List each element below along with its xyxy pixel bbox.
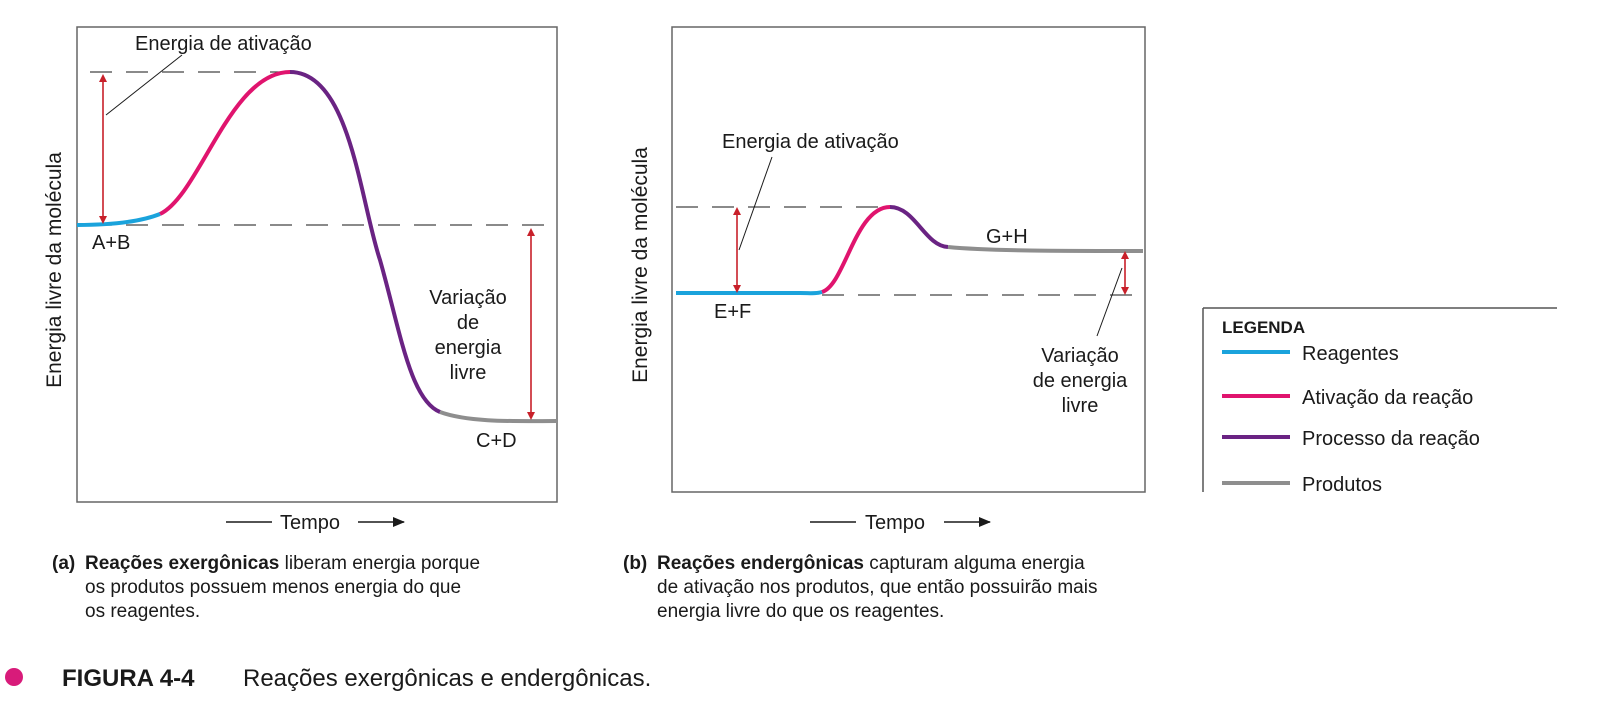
figure-title-text: Reações exergônicas e endergônicas. bbox=[243, 665, 651, 692]
panel-a-activation-leader bbox=[105, 54, 183, 116]
caption-b-line-2: de ativação nos produtos, que então poss… bbox=[657, 577, 1097, 598]
caption-b: (b) Reações endergônicas capturam alguma… bbox=[623, 553, 1097, 622]
panel-a-frame bbox=[76, 26, 558, 503]
panel-a-y-axis-label: Energia livre da molécula bbox=[43, 152, 66, 388]
legend: LEGENDA Reagentes Ativação da reação Pro… bbox=[1202, 307, 1557, 496]
figure-number: FIGURA 4-4 bbox=[62, 665, 195, 692]
panel-a-curve-produtos bbox=[439, 410, 558, 424]
caption-a-text: liberam energia porque bbox=[285, 553, 480, 574]
panel-a-delta-label-2: de bbox=[457, 312, 479, 334]
panel-b-activation-leader bbox=[738, 156, 773, 251]
legend-item-ativacao: Ativação da reação bbox=[1302, 387, 1473, 409]
panel-b-curve-reagentes bbox=[676, 290, 823, 296]
panel-a-exergonic: Energia de ativação A+B C+D Variação de … bbox=[43, 26, 558, 534]
panel-b-x-axis-label: Tempo bbox=[865, 512, 925, 534]
panel-b-delta-label-3: livre bbox=[1062, 395, 1099, 417]
panel-b-delta-leader bbox=[1096, 267, 1123, 337]
panel-a-activation-label: Energia de ativação bbox=[135, 33, 312, 55]
panel-a-reactants-label: A+B bbox=[92, 232, 130, 254]
caption-b-tag: (b) bbox=[623, 553, 647, 574]
caption-b-line-1: Reações endergônicas capturam alguma ene… bbox=[657, 553, 1085, 574]
caption-a: (a) Reações exergônicas liberam energia … bbox=[52, 553, 480, 622]
caption-a-line-3: os reagentes. bbox=[85, 601, 200, 622]
panel-b-activation-label: Energia de ativação bbox=[722, 131, 899, 153]
legend-item-processo: Processo da reação bbox=[1302, 428, 1480, 450]
panel-a-curve-processo bbox=[289, 70, 441, 414]
panel-b-delta-label-1: Variação bbox=[1041, 345, 1118, 367]
panel-a-delta-label-4: livre bbox=[450, 362, 487, 384]
caption-a-line-1: Reações exergônicas liberam energia porq… bbox=[85, 553, 480, 574]
panel-a-curve-ativacao bbox=[159, 70, 291, 216]
panel-a-delta-label-3: energia bbox=[435, 337, 503, 359]
panel-b-frame bbox=[671, 26, 1146, 493]
panel-b-endergonic: Energia de ativação E+F G+H Variação de … bbox=[629, 26, 1146, 534]
caption-b-bold: Reações endergônicas bbox=[657, 553, 864, 574]
caption-b-line-3: energia livre do que os reagentes. bbox=[657, 601, 944, 622]
panel-a-curve-reagentes bbox=[76, 212, 161, 227]
panel-b-curve-ativacao bbox=[821, 205, 891, 294]
legend-item-reagentes: Reagentes bbox=[1302, 343, 1399, 365]
panel-b-curve-produtos bbox=[947, 245, 1144, 253]
panel-a-products-label: C+D bbox=[476, 430, 517, 452]
panel-a-delta-label-1: Variação bbox=[429, 287, 506, 309]
panel-b-curve-processo bbox=[889, 205, 949, 249]
caption-b-text: capturam alguma energia bbox=[869, 553, 1085, 574]
legend-title: LEGENDA bbox=[1222, 318, 1305, 337]
caption-a-line-2: os produtos possuem menos energia do que bbox=[85, 577, 461, 598]
panel-b-y-axis-label: Energia livre da molécula bbox=[629, 147, 652, 383]
figure-title: FIGURA 4-4 Reações exergônicas e endergô… bbox=[5, 665, 651, 692]
panel-b-products-label: G+H bbox=[986, 226, 1028, 248]
panel-b-delta-label-2: de energia bbox=[1033, 370, 1128, 392]
panel-a-x-axis-label: Tempo bbox=[280, 512, 340, 534]
caption-a-tag: (a) bbox=[52, 553, 75, 574]
legend-item-produtos: Produtos bbox=[1302, 474, 1382, 496]
caption-a-bold: Reações exergônicas bbox=[85, 553, 279, 574]
panel-b-reactants-label: E+F bbox=[714, 301, 751, 323]
figure-bullet-icon bbox=[5, 668, 23, 686]
